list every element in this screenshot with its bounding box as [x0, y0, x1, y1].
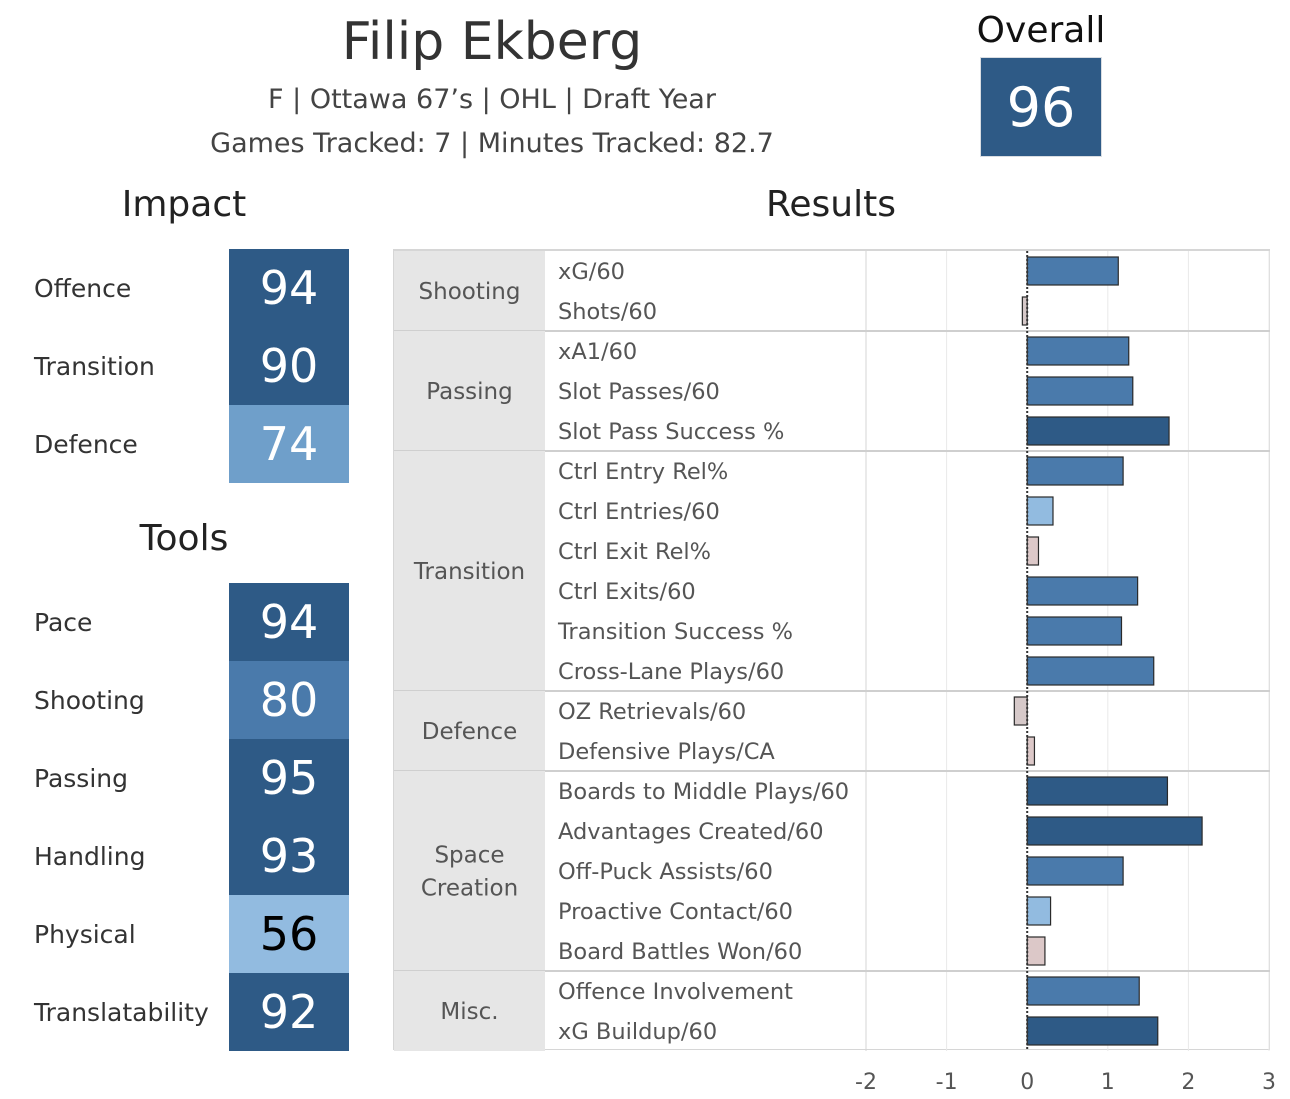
bar [1026, 616, 1123, 646]
tracking-info-line: Games Tracked: 7 | Minutes Tracked: 82.7 [210, 128, 774, 159]
tools-rating-score: 93 [229, 817, 349, 895]
overall-label: Overall [976, 10, 1106, 51]
bar [1026, 256, 1119, 286]
bar [1026, 416, 1170, 446]
group-label: Passing [426, 379, 512, 405]
metric-label: Ctrl Entry Rel% [558, 459, 728, 485]
group-label: Space [434, 843, 504, 869]
metric-label: Cross-Lane Plays/60 [558, 659, 784, 685]
x-tick-label: -2 [855, 1070, 877, 1095]
group-header-cell [394, 971, 545, 1051]
group-header-cell [394, 251, 545, 331]
bar [1026, 776, 1169, 806]
tools-rating-label: Passing [34, 763, 128, 793]
impact-rating-label: Offence [34, 273, 132, 303]
tools-rating-score: 94 [229, 583, 349, 661]
tools-rating-score: 56 [229, 895, 349, 973]
metric-label: Off-Puck Assists/60 [558, 859, 773, 885]
group-label: Misc. [440, 999, 498, 1025]
bar [1026, 456, 1124, 486]
bar [1026, 536, 1040, 566]
metric-label: Proactive Contact/60 [558, 899, 793, 925]
results-title: Results [766, 184, 896, 225]
tools-rating-label: Shooting [34, 685, 145, 715]
impact-rating-score: 74 [229, 405, 349, 483]
group-header-cell [394, 331, 545, 451]
bar [1026, 496, 1054, 526]
bar [1026, 656, 1155, 686]
metric-label: xA1/60 [558, 339, 637, 365]
bar [1026, 936, 1046, 966]
group-header-cell [394, 451, 545, 691]
player-name: Filip Ekberg [341, 12, 643, 72]
metric-label: Advantages Created/60 [558, 819, 824, 845]
group-label: Creation [421, 876, 518, 902]
x-tick-label: 0 [1020, 1070, 1034, 1095]
tools-rating-score: 92 [229, 973, 349, 1051]
bar [1026, 1016, 1159, 1046]
bar [1026, 816, 1203, 846]
tools-rating-label: Handling [34, 841, 146, 871]
metric-label: Ctrl Exit Rel% [558, 539, 711, 565]
group-header-cell [394, 771, 545, 971]
bar [1026, 856, 1124, 886]
metric-label: Offence Involvement [558, 979, 793, 1005]
metric-label: Boards to Middle Plays/60 [558, 779, 849, 805]
tools-rating-label: Pace [34, 607, 93, 637]
x-tick-label: 2 [1181, 1070, 1195, 1095]
group-label: Defence [422, 719, 517, 745]
group-header-cell [394, 691, 545, 771]
overall-score: 96 [981, 58, 1101, 156]
group-label: Transition [413, 559, 525, 585]
x-tick-label: 1 [1101, 1070, 1115, 1095]
player-info-line: F | Ottawa 67’s | OHL | Draft Year [268, 84, 716, 115]
impact-rating-label: Defence [34, 429, 138, 459]
metric-label: Ctrl Exits/60 [558, 579, 696, 605]
tools-rating-score: 80 [229, 661, 349, 739]
bar [1026, 576, 1139, 606]
metric-label: Defensive Plays/CA [558, 739, 775, 765]
metric-label: Ctrl Entries/60 [558, 499, 720, 525]
impact-title: Impact [121, 184, 247, 225]
x-tick-label: 3 [1262, 1070, 1276, 1095]
tools-rating-label: Translatability [34, 997, 209, 1027]
x-tick-label: -1 [936, 1070, 958, 1095]
tools-rating-score: 95 [229, 739, 349, 817]
impact-rating-label: Transition [34, 351, 155, 381]
tools-rating-label: Physical [34, 919, 136, 949]
metric-label: Shots/60 [558, 299, 657, 325]
metric-label: OZ Retrievals/60 [558, 699, 746, 725]
bar [1026, 376, 1134, 406]
impact-rating-score: 94 [229, 249, 349, 327]
bar [1026, 336, 1130, 366]
metric-label: Transition Success % [557, 619, 793, 645]
metric-label: Board Battles Won/60 [558, 939, 802, 965]
metric-label: Slot Pass Success % [558, 419, 784, 445]
bar [1013, 696, 1028, 726]
metric-label: xG/60 [558, 259, 625, 285]
bar [1026, 896, 1052, 926]
metric-label: xG Buildup/60 [558, 1019, 717, 1045]
impact-rating-score: 90 [229, 327, 349, 405]
metric-label: Slot Passes/60 [558, 379, 720, 405]
group-label: Shooting [419, 279, 521, 305]
bar [1026, 736, 1036, 766]
tools-title: Tools [139, 518, 229, 559]
bar [1026, 976, 1140, 1006]
